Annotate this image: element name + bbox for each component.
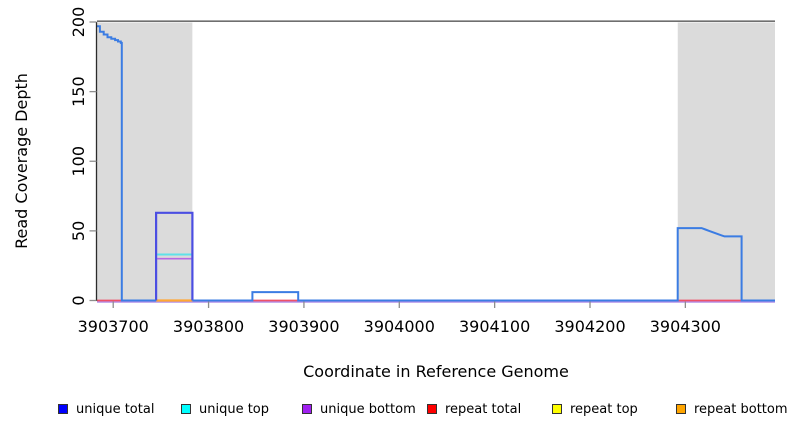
series-layer: [97, 25, 775, 303]
y-tick-label: 50: [69, 221, 88, 241]
legend-label: unique bottom: [320, 401, 416, 417]
y-tick-label: 100: [69, 146, 88, 177]
series-unique_total_box-line: [155, 211, 194, 301]
y-tick-label: 150: [69, 76, 88, 107]
legend-swatch-icon: [181, 404, 191, 414]
legend-swatch-icon: [58, 404, 68, 414]
legend-item: repeat top: [552, 401, 638, 417]
x-tick-label: 3904100: [459, 317, 530, 336]
series-unique_total-line: [97, 25, 157, 302]
x-tick-label: 3903800: [173, 317, 244, 336]
legend-label: unique top: [199, 401, 270, 417]
legend-item: unique total: [58, 401, 154, 417]
x-axis-title: Coordinate in Reference Genome: [303, 362, 569, 381]
legend-item: unique bottom: [302, 401, 416, 417]
y-tick-label: 200: [69, 7, 88, 38]
legend-label: unique total: [76, 401, 155, 417]
legend-item: repeat bottom: [676, 401, 788, 417]
legend-swatch-icon: [552, 404, 562, 414]
legend-swatch-icon: [427, 404, 437, 414]
legend: unique total unique top unique bottom repea…: [0, 401, 792, 427]
legend-item: repeat total: [427, 401, 521, 417]
legend-swatch-icon: [302, 404, 312, 414]
legend-label: repeat total: [445, 401, 522, 417]
x-tick-label: 3903900: [268, 317, 339, 336]
shaded-regions-layer: [97, 22, 775, 302]
legend-swatch-icon: [676, 404, 686, 414]
repeat-region-left: [97, 22, 193, 302]
legend-label: repeat bottom: [694, 401, 788, 417]
x-tick-label: 3904200: [554, 317, 625, 336]
legend-item: unique top: [181, 401, 269, 417]
legend-label: repeat top: [570, 401, 638, 417]
x-tick-label: 3904300: [650, 317, 721, 336]
axes-layer: 0 50 100 150 200 3903700 3903800 3903900 3904000…: [69, 7, 721, 336]
y-tick-label: 0: [69, 295, 88, 305]
x-tick-label: 3903700: [78, 317, 149, 336]
x-tick-label: 3904000: [364, 317, 435, 336]
series-unique_total-line: [192, 227, 775, 302]
repeat-region-right: [677, 22, 775, 302]
y-axis-title: Read Coverage Depth: [12, 73, 31, 249]
